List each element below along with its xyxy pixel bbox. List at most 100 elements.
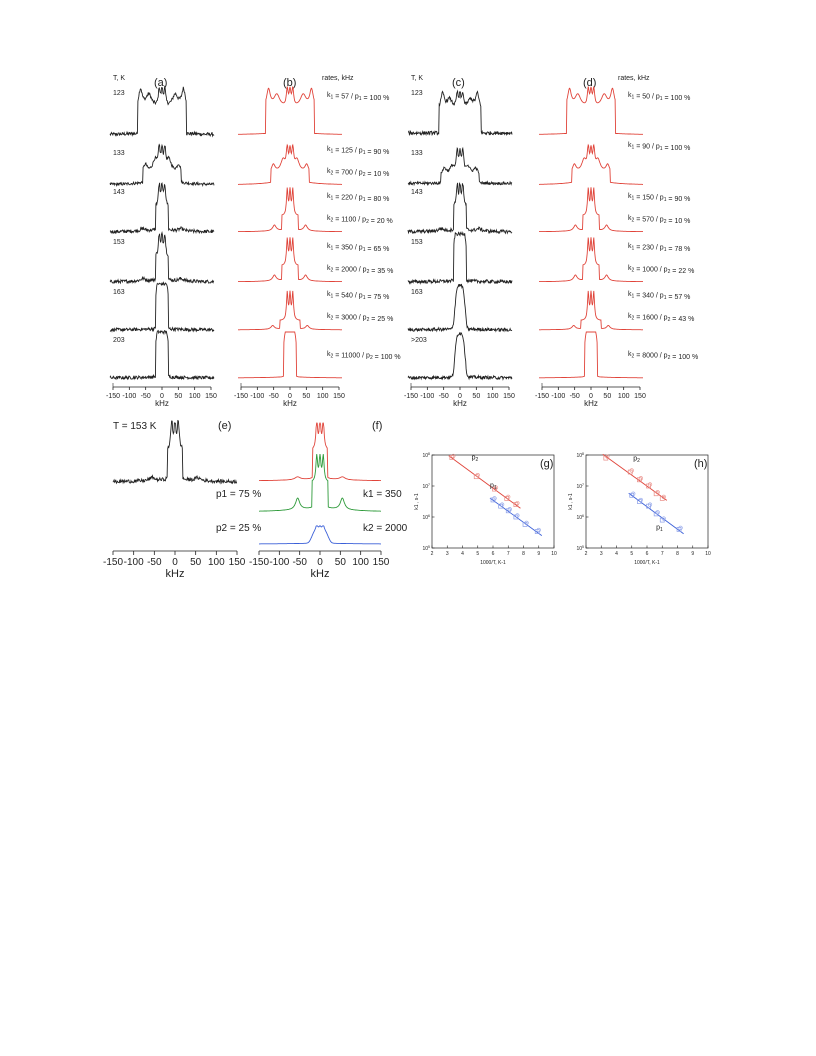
g-h-y-tick-label: 106 [576, 514, 584, 521]
spectrum-3 [407, 231, 513, 285]
g-h-x-tick-label: 3 [600, 551, 603, 557]
g-h-y-tick-label: 108 [576, 452, 584, 459]
g-a-tick-label: 0 [160, 393, 164, 400]
g-h-series-label-p2: p2 [633, 456, 640, 465]
g-c-tick-label: -50 [439, 393, 449, 400]
g-b-tick-label: 0 [288, 393, 292, 400]
rate-label: k1 = 57 / p1 = 100 % [327, 92, 389, 102]
rate-label-k2: k2 = 1600 / p2 = 43 % [628, 313, 694, 323]
g-c-x-axis-label: kHz [453, 399, 467, 408]
spectrum-5 [539, 331, 643, 379]
temperature-label: 123 [113, 90, 125, 97]
temperature-label: 153 [411, 239, 423, 246]
temperature-label: 153 [113, 239, 125, 246]
g-g-x-tick-label: 8 [522, 551, 525, 557]
panel-label-c: (c) [452, 77, 465, 89]
panel-c: 123 133 143 153 163 >203 -150 -100 -50 0 50 100 150 k… [404, 89, 515, 408]
g-g-x-tick-label: 9 [537, 551, 540, 557]
panel-f-k2: k2 = 2000 [363, 523, 408, 534]
g-c-tick-label: 100 [487, 393, 499, 400]
temperature-label: 123 [411, 90, 423, 97]
rate-label-k1: k1 = 350 / p1 = 65 % [327, 243, 389, 253]
g-g-plot-frame [431, 454, 555, 549]
g-g-point-alt-p1 [500, 502, 505, 507]
g-a-tick-label: 150 [205, 393, 217, 400]
g-b-tick-label: 150 [333, 393, 345, 400]
panel-b: k1 = 57 / p1 = 100 % k1 = 125 / p1 = 90 %… [234, 86, 401, 408]
g-h-point-alt-p2 [661, 494, 666, 499]
g-h-x-tick-label: 2 [585, 551, 588, 557]
g-h-point-alt-p2 [647, 482, 653, 487]
g-h-plot-frame [585, 454, 709, 549]
temperature-label: >203 [411, 337, 427, 344]
g-f-x-axis-label: kHz [311, 568, 330, 580]
g-c-tick-label: 0 [458, 393, 462, 400]
temperature-label: 203 [113, 337, 125, 344]
g-e-tick-label: -100 [124, 557, 144, 568]
g-g-x-axis-label: 1000/T, K-1 [480, 560, 506, 566]
rate-label-k2: k2 = 700 / p2 = 10 % [327, 168, 389, 178]
spectrum-1 [238, 143, 342, 185]
g-g-series-label-p2: p2 [472, 455, 479, 464]
rate-label: k2 = 11000 / p2 = 100 % [327, 351, 401, 361]
panel-f-p2: p2 = 25 % [216, 523, 261, 534]
g-b-tick-label: 50 [302, 393, 310, 400]
g-h-point-alt-p2 [605, 454, 610, 459]
rate-label-k1: k1 = 220 / p1 = 80 % [327, 193, 389, 203]
g-f-tick-label: -100 [269, 557, 289, 568]
g-g-point-alt-p2 [493, 485, 499, 490]
g-g-series-label-p1: p1 [490, 483, 497, 492]
g-d-x-axis-label: kHz [584, 399, 598, 408]
g-a-tick-label: 100 [189, 393, 201, 400]
spectrum-2 [109, 182, 215, 235]
g-h-y-tick-label: 107 [576, 483, 584, 490]
rate-label-k1: k1 = 340 / p1 = 57 % [628, 291, 690, 301]
temperature-label: 143 [411, 189, 423, 196]
g-h-point-alt-p1 [647, 502, 653, 507]
panel-f-p1: p1 = 75 % [216, 489, 261, 500]
g-h-x-tick-label: 9 [691, 551, 694, 557]
g-g-x-tick-label: 3 [446, 551, 449, 557]
g-g-x-tick-label: 5 [476, 551, 479, 557]
g-f-tick-label: -150 [249, 557, 269, 568]
g-a-tick-label: -50 [141, 393, 151, 400]
g-h-x-tick-label: 7 [661, 551, 664, 557]
spectrum-1 [109, 143, 215, 188]
g-d-tick-label: 0 [589, 393, 593, 400]
g-a-tick-label: -100 [122, 393, 136, 400]
temperature-label: 163 [411, 289, 423, 296]
g-g-point-alt-p1 [515, 513, 520, 518]
col-header-t-a: T, K [113, 75, 125, 82]
g-g-x-tick-label: 4 [461, 551, 464, 557]
spectrum-3 [539, 237, 643, 283]
rate-label-k2: k2 = 1000 / p2 = 22 % [628, 265, 694, 275]
g-g-y-axis-label: k1 , s-1 [414, 493, 420, 510]
g-b-tick-label: -150 [234, 393, 248, 400]
g-g-y-tick-label: 106 [422, 514, 430, 521]
g-h-point-alt-p1 [631, 491, 636, 496]
g-g-y-tick-label: 107 [422, 483, 430, 490]
g-g-x-tick-label: 7 [507, 551, 510, 557]
rate-label-k1: k1 = 150 / p1 = 90 % [628, 193, 690, 203]
g-g-point-alt-p1 [524, 520, 529, 525]
rate-label: k1 = 90 / p1 = 100 % [628, 142, 690, 152]
g-d-tick-label: 150 [634, 393, 646, 400]
g-h-point-alt-p1 [638, 497, 643, 503]
g-d-tick-label: -100 [551, 393, 565, 400]
col-header-t-c: T, K [411, 75, 423, 82]
g-e-tick-label: 50 [190, 557, 202, 568]
spectrum-2 [539, 187, 643, 233]
g-c-tick-label: 150 [503, 393, 515, 400]
spectrum-4 [109, 281, 215, 333]
spectrum-2 [238, 187, 342, 233]
spectrum-e [112, 419, 238, 485]
g-g-point-alt-p1 [536, 527, 541, 533]
g-b-tick-label: 100 [317, 393, 329, 400]
g-g-x-tick-label: 10 [551, 551, 557, 557]
g-d-tick-label: 50 [603, 393, 611, 400]
rate-label: k1 = 50 / p1 = 100 % [628, 92, 690, 102]
spectrum-3 [238, 237, 342, 283]
panel-label-f: (f) [372, 420, 382, 432]
g-h-x-tick-label: 6 [646, 551, 649, 557]
